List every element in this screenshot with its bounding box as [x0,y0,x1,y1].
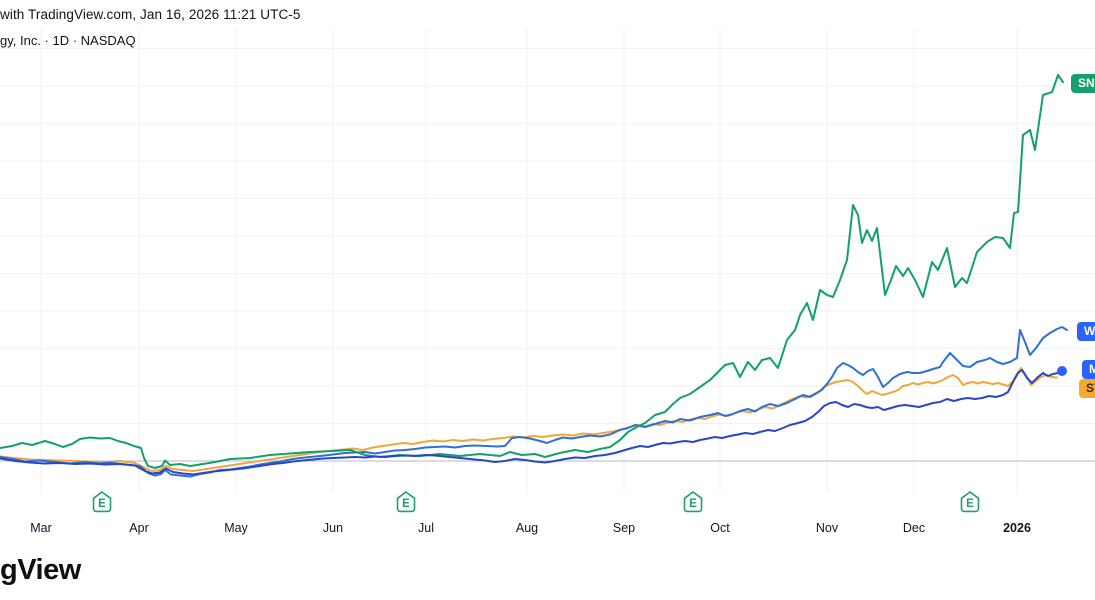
symbol-label-badge-st[interactable]: ST [1079,379,1095,398]
series-line-mu [0,369,1063,476]
tradingview-logo[interactable]: gView [0,554,81,586]
symbol-label-badge-m[interactable]: M [1082,360,1095,379]
symbol-label-badge-snd[interactable]: SND [1071,74,1095,93]
svg-text:E: E [402,498,410,510]
earnings-marker-icon[interactable]: E [958,490,982,514]
earnings-marker-icon[interactable]: E [681,490,705,514]
symbol-label-badge-wd[interactable]: WD [1077,322,1095,341]
svg-text:E: E [689,498,697,510]
attribution-text: with TradingView.com, Jan 16, 2026 11:21… [0,7,301,22]
svg-text:E: E [966,498,974,510]
series-line-stx [0,367,1058,472]
earnings-marker-icon[interactable]: E [90,490,114,514]
svg-text:E: E [98,498,106,510]
series-line-sndk [0,74,1064,469]
symbol-title: gy, Inc. · 1D · NASDAQ [0,33,136,48]
last-price-dot-mu [1057,366,1067,376]
earnings-marker-icon[interactable]: E [394,490,418,514]
